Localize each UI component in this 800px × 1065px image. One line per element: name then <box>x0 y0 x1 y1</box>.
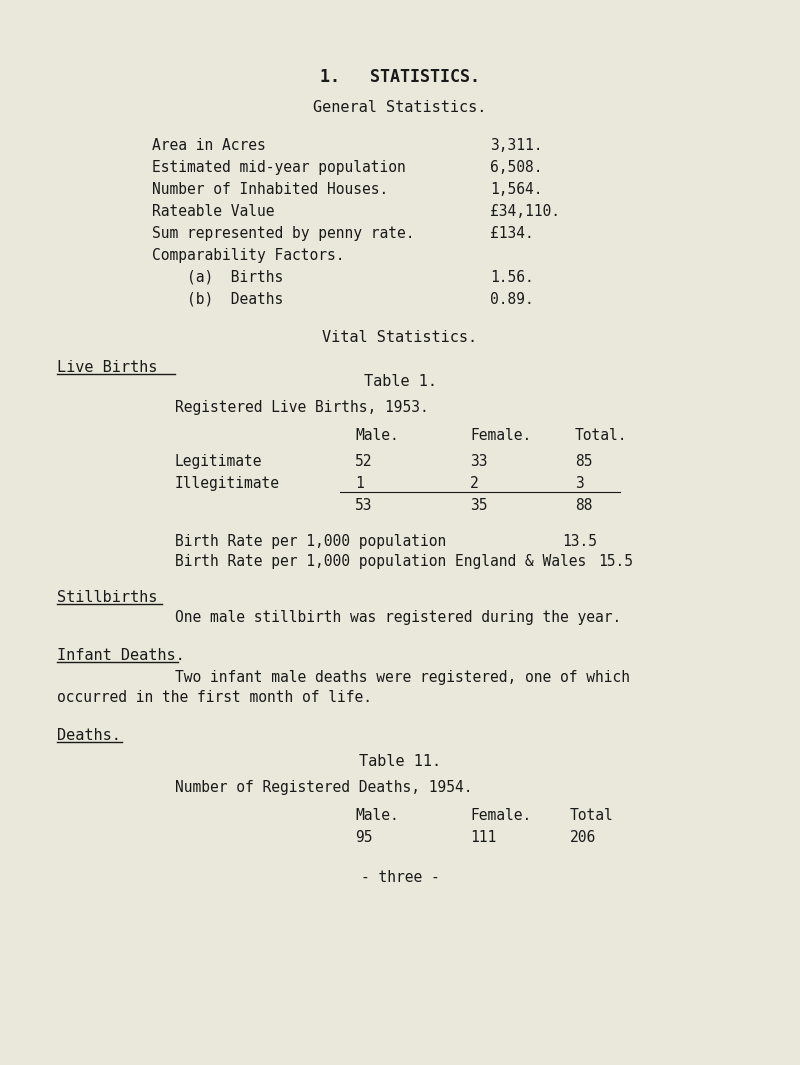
Text: 3: 3 <box>575 476 584 491</box>
Text: Two infant male deaths were registered, one of which: Two infant male deaths were registered, … <box>175 670 630 685</box>
Text: Female.: Female. <box>470 428 531 443</box>
Text: Male.: Male. <box>355 808 398 823</box>
Text: 1.   STATISTICS.: 1. STATISTICS. <box>320 68 480 86</box>
Text: General Statistics.: General Statistics. <box>314 100 486 115</box>
Text: 52: 52 <box>355 454 373 469</box>
Text: Birth Rate per 1,000 population: Birth Rate per 1,000 population <box>175 534 446 548</box>
Text: Illegitimate: Illegitimate <box>175 476 280 491</box>
Text: 88: 88 <box>575 498 593 513</box>
Text: (a)  Births: (a) Births <box>152 271 283 285</box>
Text: One male stillbirth was registered during the year.: One male stillbirth was registered durin… <box>175 610 622 625</box>
Text: 6,508.: 6,508. <box>490 160 542 175</box>
Text: Comparability Factors.: Comparability Factors. <box>152 248 345 263</box>
Text: Table 11.: Table 11. <box>359 754 441 769</box>
Text: (b)  Deaths: (b) Deaths <box>152 292 283 307</box>
Text: 1.56.: 1.56. <box>490 271 534 285</box>
Text: Live Births: Live Births <box>57 360 158 375</box>
Text: Estimated mid-year population: Estimated mid-year population <box>152 160 406 175</box>
Text: 2: 2 <box>470 476 478 491</box>
Text: £34,110.: £34,110. <box>490 204 560 219</box>
Text: 3,311.: 3,311. <box>490 138 542 153</box>
Text: 13.5: 13.5 <box>562 534 597 548</box>
Text: - three -: - three - <box>361 870 439 885</box>
Text: £134.: £134. <box>490 226 534 241</box>
Text: occurred in the first month of life.: occurred in the first month of life. <box>57 690 372 705</box>
Text: Birth Rate per 1,000 population England & Wales: Birth Rate per 1,000 population England … <box>175 554 586 569</box>
Text: Number of Registered Deaths, 1954.: Number of Registered Deaths, 1954. <box>175 780 473 794</box>
Text: Total.: Total. <box>575 428 627 443</box>
Text: Female.: Female. <box>470 808 531 823</box>
Text: Stillbirths: Stillbirths <box>57 590 158 605</box>
Text: Number of Inhabited Houses.: Number of Inhabited Houses. <box>152 182 388 197</box>
Text: Registered Live Births, 1953.: Registered Live Births, 1953. <box>175 400 429 415</box>
Text: 15.5: 15.5 <box>598 554 633 569</box>
Text: Rateable Value: Rateable Value <box>152 204 274 219</box>
Text: 53: 53 <box>355 498 373 513</box>
Text: Infant Deaths.: Infant Deaths. <box>57 648 185 663</box>
Text: 85: 85 <box>575 454 593 469</box>
Text: Sum represented by penny rate.: Sum represented by penny rate. <box>152 226 414 241</box>
Text: 33: 33 <box>470 454 487 469</box>
Text: Male.: Male. <box>355 428 398 443</box>
Text: 95: 95 <box>355 830 373 845</box>
Text: 1: 1 <box>355 476 364 491</box>
Text: Table 1.: Table 1. <box>363 374 437 389</box>
Text: 0.89.: 0.89. <box>490 292 534 307</box>
Text: 1,564.: 1,564. <box>490 182 542 197</box>
Text: Area in Acres: Area in Acres <box>152 138 266 153</box>
Text: 111: 111 <box>470 830 496 845</box>
Text: Deaths.: Deaths. <box>57 728 121 743</box>
Text: 206: 206 <box>570 830 596 845</box>
Text: 35: 35 <box>470 498 487 513</box>
Text: Vital Statistics.: Vital Statistics. <box>322 330 478 345</box>
Text: Legitimate: Legitimate <box>175 454 262 469</box>
Text: Total: Total <box>570 808 614 823</box>
